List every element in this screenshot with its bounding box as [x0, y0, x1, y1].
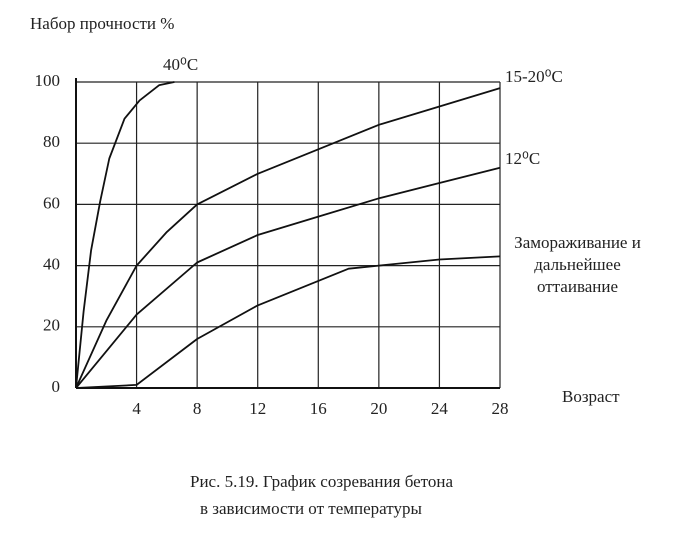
y-tick-label: 60: [43, 193, 60, 212]
series-label: 15-20⁰C: [505, 67, 563, 86]
x-tick-label: 12: [249, 399, 266, 418]
x-tick-label: 16: [310, 399, 327, 418]
series-line: [75, 87, 501, 389]
y-tick-label: 100: [35, 71, 61, 90]
caption-line: в зависимости от температуры: [200, 499, 422, 518]
y-tick-label: 0: [52, 377, 61, 396]
series-label: 12⁰C: [505, 149, 540, 168]
x-tick-label: 28: [492, 399, 509, 418]
caption-line: Рис. 5.19. График созревания бетона: [190, 472, 453, 491]
y-tick-label: 40: [43, 255, 60, 274]
y-tick-label: 80: [43, 132, 60, 151]
series-line: [75, 255, 501, 389]
series-line: [75, 81, 175, 389]
series-line: [75, 166, 501, 389]
chart-title: Набор прочности %: [30, 14, 174, 33]
x-axis-label: Возраст: [562, 387, 620, 406]
series-label: 40⁰C: [163, 55, 198, 74]
x-tick-label: 24: [431, 399, 449, 418]
x-tick-label: 8: [193, 399, 202, 418]
series-label: Замораживание и дальнейшее оттаивание: [514, 233, 641, 296]
x-tick-label: 20: [370, 399, 387, 418]
y-tick-label: 20: [43, 316, 60, 335]
x-tick-label: 4: [132, 399, 141, 418]
